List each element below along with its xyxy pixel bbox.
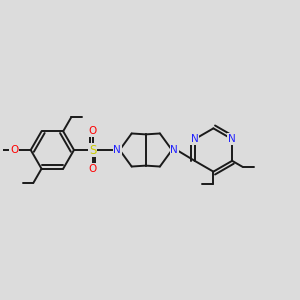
Text: N: N — [228, 134, 236, 144]
Text: N: N — [170, 145, 178, 155]
Text: O: O — [88, 164, 97, 174]
Text: N: N — [113, 145, 121, 155]
Text: N: N — [191, 134, 199, 144]
Text: S: S — [89, 143, 96, 157]
Text: O: O — [10, 145, 18, 155]
Text: O: O — [88, 126, 97, 136]
